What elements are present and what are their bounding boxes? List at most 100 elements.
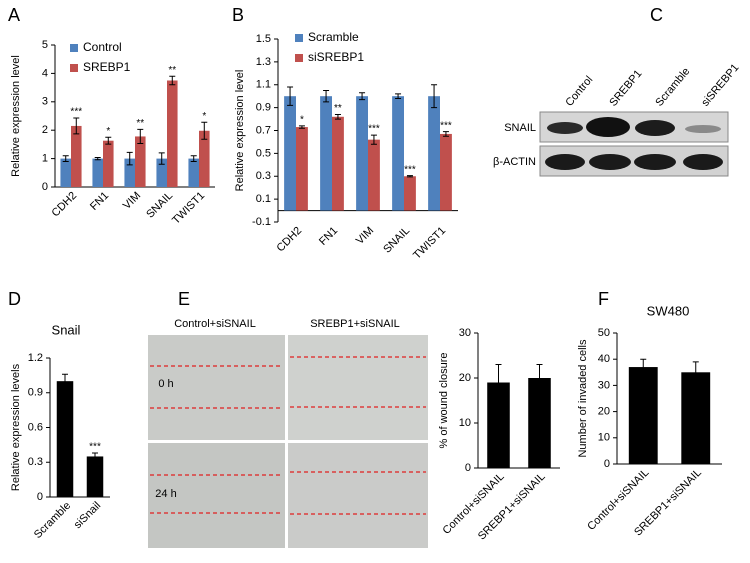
bar (356, 96, 368, 211)
bar (528, 378, 551, 468)
error-bar (105, 136, 112, 145)
row-label: 0 h (158, 378, 173, 390)
y-tick-label: 5 (42, 39, 48, 51)
y-tick-label: 0.3 (28, 456, 43, 468)
blot-row-label: β-ACTIN (493, 156, 536, 168)
band (545, 154, 585, 170)
significance-label: *** (89, 442, 101, 453)
y-tick-label: 40 (598, 353, 610, 365)
bar (56, 381, 74, 497)
y-tick-label: 0.1 (256, 193, 271, 205)
panel-label: B (232, 5, 244, 25)
x-tick-label: FN1 (317, 225, 340, 248)
bar (71, 125, 82, 187)
bar (199, 130, 210, 187)
y-tick-label: 0 (604, 458, 610, 470)
y-axis-label: Relative expression levels (10, 363, 22, 491)
y-tick-label: 1.1 (256, 79, 271, 91)
blot-lane-label: Scramble (653, 65, 692, 108)
error-bar (536, 364, 543, 392)
error-bar (201, 121, 208, 140)
legend-swatch (295, 54, 303, 62)
legend-swatch (295, 34, 303, 42)
bar (628, 367, 658, 464)
error-bar (495, 364, 502, 401)
blot-lane-label: SREBP1 (607, 68, 644, 109)
bar (296, 127, 308, 211)
micrograph (288, 443, 428, 548)
y-tick-label: 1.5 (256, 33, 271, 45)
bar (135, 136, 146, 187)
panel-label: E (178, 289, 190, 309)
legend-swatch (70, 44, 78, 52)
panel-label: A (8, 5, 20, 25)
y-axis-label: % of wound closure (438, 353, 450, 449)
error-bar (190, 155, 197, 162)
bar (320, 96, 332, 211)
y-tick-label: 50 (598, 327, 610, 339)
panel-label: F (598, 289, 609, 309)
error-bar (298, 125, 305, 129)
significance-label: * (300, 115, 304, 126)
y-axis-label: Number of invaded cells (577, 339, 589, 458)
error-bar (62, 373, 68, 389)
y-tick-label: 30 (459, 327, 471, 339)
x-tick-label: CDH2 (50, 190, 80, 220)
error-bar (442, 131, 449, 137)
bar (167, 80, 178, 187)
x-tick-label: TWIST1 (170, 190, 207, 227)
wound-images: Control+siSNAIL SREBP1+siSNAIL 0 h 24 h (148, 318, 428, 548)
error-bar (158, 152, 165, 165)
bar (332, 116, 344, 211)
error-bar (137, 128, 144, 145)
bar (188, 158, 199, 187)
x-tick-label: CDH2 (275, 225, 305, 255)
micrograph (148, 443, 285, 548)
error-bar (406, 175, 413, 178)
row-label: 24 h (155, 488, 176, 500)
band (589, 154, 631, 170)
band (683, 154, 723, 170)
y-tick-label: 2 (42, 124, 48, 136)
y-tick-label: 0.5 (256, 147, 271, 159)
y-tick-label: 0.7 (256, 124, 271, 136)
legend-label: SREBP1 (83, 60, 131, 74)
bar (487, 382, 510, 468)
y-tick-label: 10 (459, 417, 471, 429)
x-tick-label: SNAIL (381, 225, 412, 256)
x-tick-label: VIM (354, 225, 376, 247)
y-axis-label: Relative expression level (10, 55, 22, 177)
x-tick-label: Scramble (32, 500, 73, 541)
y-axis-label: Relative expression level (234, 70, 246, 192)
error-bar (287, 86, 294, 106)
y-tick-label: 0.3 (256, 170, 271, 182)
y-tick-label: 0 (37, 491, 43, 503)
legend-swatch (70, 64, 78, 72)
bar (681, 372, 711, 464)
column-header: SREBP1+siSNAIL (310, 318, 400, 330)
blot-lane-label: siSREBP1 (699, 62, 741, 109)
column-header: Control+siSNAIL (174, 318, 256, 330)
chart-title: Snail (52, 322, 81, 337)
error-bar (395, 93, 402, 99)
significance-label: *** (404, 164, 416, 175)
bar (440, 133, 452, 211)
legend-label: Scramble (308, 30, 359, 44)
error-bar (73, 117, 80, 135)
y-tick-label: 0 (42, 181, 48, 193)
error-bar (431, 84, 438, 109)
error-bar (92, 452, 98, 461)
y-tick-label: 1 (42, 153, 48, 165)
band (634, 154, 676, 170)
bar (92, 158, 103, 187)
band (586, 117, 630, 137)
y-tick-label: 0 (465, 462, 471, 474)
blot-lane-label: Control (563, 74, 595, 109)
error-bar (94, 156, 101, 161)
y-tick-label: -0.1 (252, 216, 271, 228)
error-bar (359, 92, 366, 101)
y-tick-label: 20 (598, 406, 610, 418)
legend-label: siSREBP1 (308, 50, 364, 64)
bar (428, 96, 440, 211)
bar (86, 456, 104, 497)
